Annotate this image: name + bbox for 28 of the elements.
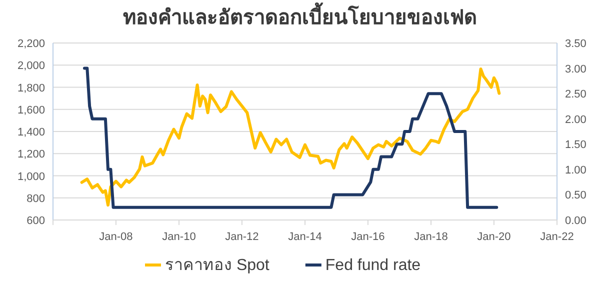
y2-tick-label: 3.00 [565,63,586,76]
x-tick-label: Jan-12 [225,231,259,243]
y-tick-label: 600 [26,215,45,227]
y-tick-label: 2,000 [17,60,45,72]
x-tick-label: Jan-20 [477,231,511,243]
x-tick-label: Jan-08 [99,231,133,243]
x-tick-label: Jan-16 [351,231,385,243]
y-tick-label: 1,000 [17,170,45,183]
y2-tick-label: 1.50 [565,139,586,152]
y-tick-label: 800 [26,192,45,205]
y2-tick-label: 3.50 [565,38,586,50]
x-tick-label: Jan-10 [162,231,196,243]
y-tick-label: 1,400 [17,126,45,138]
y-tick-label: 1,800 [17,82,45,94]
y-tick-label: 2,200 [17,38,45,50]
y-tick-label: 1,600 [17,104,45,116]
y-tick-label: 1,200 [17,148,45,161]
y2-tick-label: 2.00 [565,114,586,126]
chart-title: ทองคำและอัตราดอกเบี้ยนโยบายของเฟด [123,2,477,29]
x-tick-label: Jan-22 [540,231,574,243]
y2-tick-label: 1.00 [565,164,586,176]
x-tick-label: Jan-18 [414,231,448,243]
y2-tick-label: 2.50 [565,88,586,101]
legend-label: Fed fund rate [325,257,421,274]
y2-tick-label: 0.00 [565,215,586,227]
x-tick-label: Jan-14 [288,231,322,243]
y2-tick-label: 0.50 [565,190,586,202]
legend-label: ราคาทอง Spot [165,257,270,274]
